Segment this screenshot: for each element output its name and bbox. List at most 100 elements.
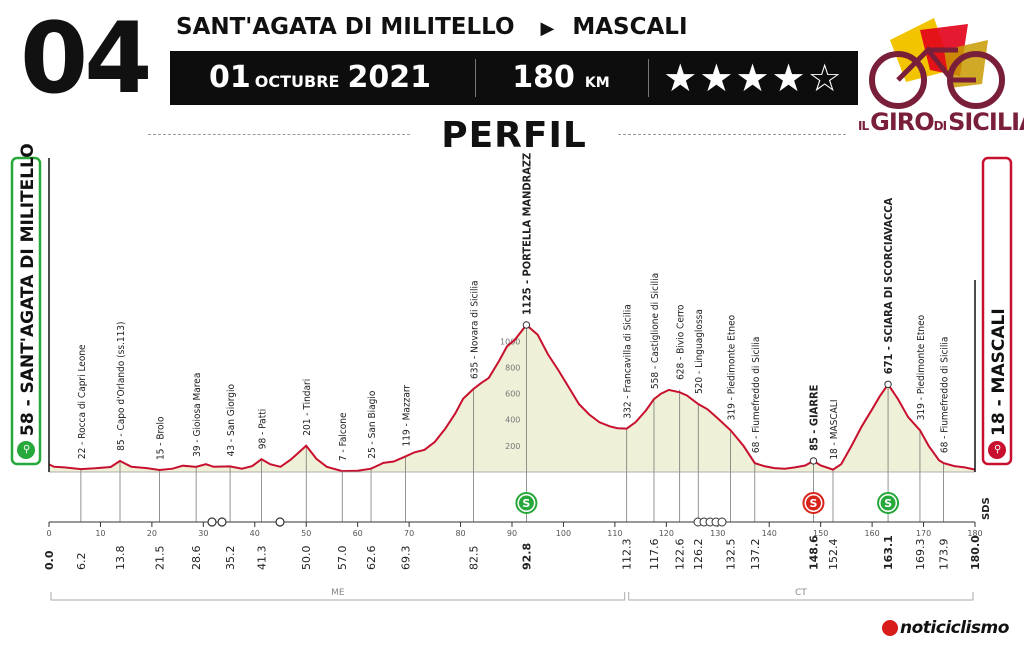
km-label: 92.8 [520,543,533,570]
distance-block: 180 KM [476,51,646,105]
difficulty-block: ★★★★☆ [649,51,858,105]
credit-watermark: noticiclismo [882,620,1009,637]
waypoint-label: 18 - MASCALI [829,400,840,460]
km-label: 50.0 [300,546,313,571]
y-tick-label: 600 [505,390,520,399]
km-label: 0.0 [43,550,56,570]
finish-bike-icon: ⚲ [994,444,1001,455]
start-bike-icon: ⚲ [23,444,30,455]
stage-number: 04 [20,2,152,116]
km-label: 28.6 [190,546,203,571]
logo-prefix: IL [858,119,869,133]
info-bar: 01 OCTUBRE 2021 180 KM ★★★★☆ [170,51,858,105]
logo-region: SICILIA [948,108,1024,136]
profile-area [49,325,975,472]
finish-icon [988,441,1006,459]
distance-unit: KM [584,75,610,91]
km-label: 41.3 [255,546,268,571]
x-tick-label: 70 [404,529,414,538]
divider [618,134,846,135]
difficulty-stars: ★★★★☆ [663,59,843,97]
logo-name: GIRO [870,108,935,136]
km-label: 137.2 [749,539,762,571]
star-filled-icon: ★ [663,56,700,100]
km-label: 173.9 [938,539,951,571]
start-box [10,156,42,466]
km-label: 152.4 [827,539,840,571]
y-tick-label: 800 [505,363,520,372]
marker-letter: S [884,497,892,510]
sprint-icon [805,495,821,511]
tunnel-icon [717,517,727,527]
waypoint-label: 39 - Gioiosa Marea [192,373,203,457]
x-tick-label: 130 [710,529,725,538]
km-label: 69.3 [400,546,413,571]
km-label: 21.5 [154,546,167,571]
y-tick-label: 400 [505,416,520,425]
bike-icon [882,620,898,636]
date-day: 01 [209,60,251,95]
km-label: 163.1 [882,535,895,570]
waypoint-label: 22 - Rocca di Capri Leone [77,344,88,459]
header: 04 SANT'AGATA DI MILITELLO ▶ MASCALI 01 OC… [0,0,1024,160]
x-tick-label: 170 [916,529,931,538]
waypoint-label: 671 - SCIARA DI SCORCIAVACCA [882,197,895,374]
finish-box [981,156,1013,466]
waypoint-label: 319 - Piedimonte Etneo [916,314,927,420]
x-tick-label: 90 [507,529,517,538]
climb-icon [880,495,896,511]
date-month: OCTUBRE [254,72,340,91]
route-title: SANT'AGATA DI MILITELLO ▶ MASCALI [176,16,688,39]
km-label: 132.5 [725,539,738,571]
date-year: 2021 [347,60,431,95]
star-filled-icon: ★ [735,56,772,100]
star-filled-icon: ★ [771,56,808,100]
km-label: 126.2 [692,539,705,571]
waypoint-label: 635 - Novara di Sicilia [469,280,480,379]
finish-label: 18 - MASCALI [989,308,1009,436]
km-label: 13.8 [114,546,127,571]
waypoint-label: 332 - Francavilla di Sicilia [623,304,634,418]
waypoint-label: 25 - San Biagio [367,390,378,459]
province-label: CT [795,588,807,598]
km-label: 117.6 [648,539,661,571]
waypoint-label: 201 - Tindari [302,379,313,436]
waypoint-label: 520 - Linguaglossa [694,309,705,394]
giro-di-sicilia-logo [869,18,1005,109]
divider [475,59,476,97]
waypoint-label: 1125 - PORTELLA MANDRAZZ [520,153,533,315]
logo-wordmark: ILGIRODISICILIA [858,110,1024,134]
summit-dot [522,321,531,329]
waypoint-label: 68 - Fiumefreddo di Sicilia [940,337,951,454]
section-title: PERFIL [410,112,618,160]
summit-dot [884,380,892,389]
summit-dot [809,457,818,465]
waypoint-label: 85 - Capo d'Orlando (ss.113) [116,321,127,450]
km-label: 82.5 [467,546,480,571]
waypoint-label: 7 - Falcone [338,412,349,461]
x-tick-label: 180 [967,529,982,538]
waypoint-label: 43 - San Giorgio [226,383,237,456]
province-bracket [50,592,626,601]
km-label: 148.6 [807,535,820,570]
x-tick-label: 150 [813,529,828,538]
start-icon [17,441,35,459]
tunnel-icon [217,517,227,527]
km-label: 169.3 [914,539,927,571]
credit-text: noticiclismo [900,618,1009,638]
x-tick-label: 10 [95,529,105,538]
x-tick-label: 0 [46,529,51,538]
waypoint-label: 119 - Mazzarr [402,385,413,447]
divider [148,134,410,135]
x-tick-label: 100 [556,529,571,538]
km-label: 122.6 [674,539,687,571]
route-finish: MASCALI [572,14,688,40]
tunnel-icon [275,517,285,527]
logo-connector: DI [933,119,947,133]
tunnel-icon [207,517,217,527]
x-tick-label: 60 [353,529,363,538]
province-bracket [628,592,974,601]
route-start: SANT'AGATA DI MILITELLO [176,14,515,40]
